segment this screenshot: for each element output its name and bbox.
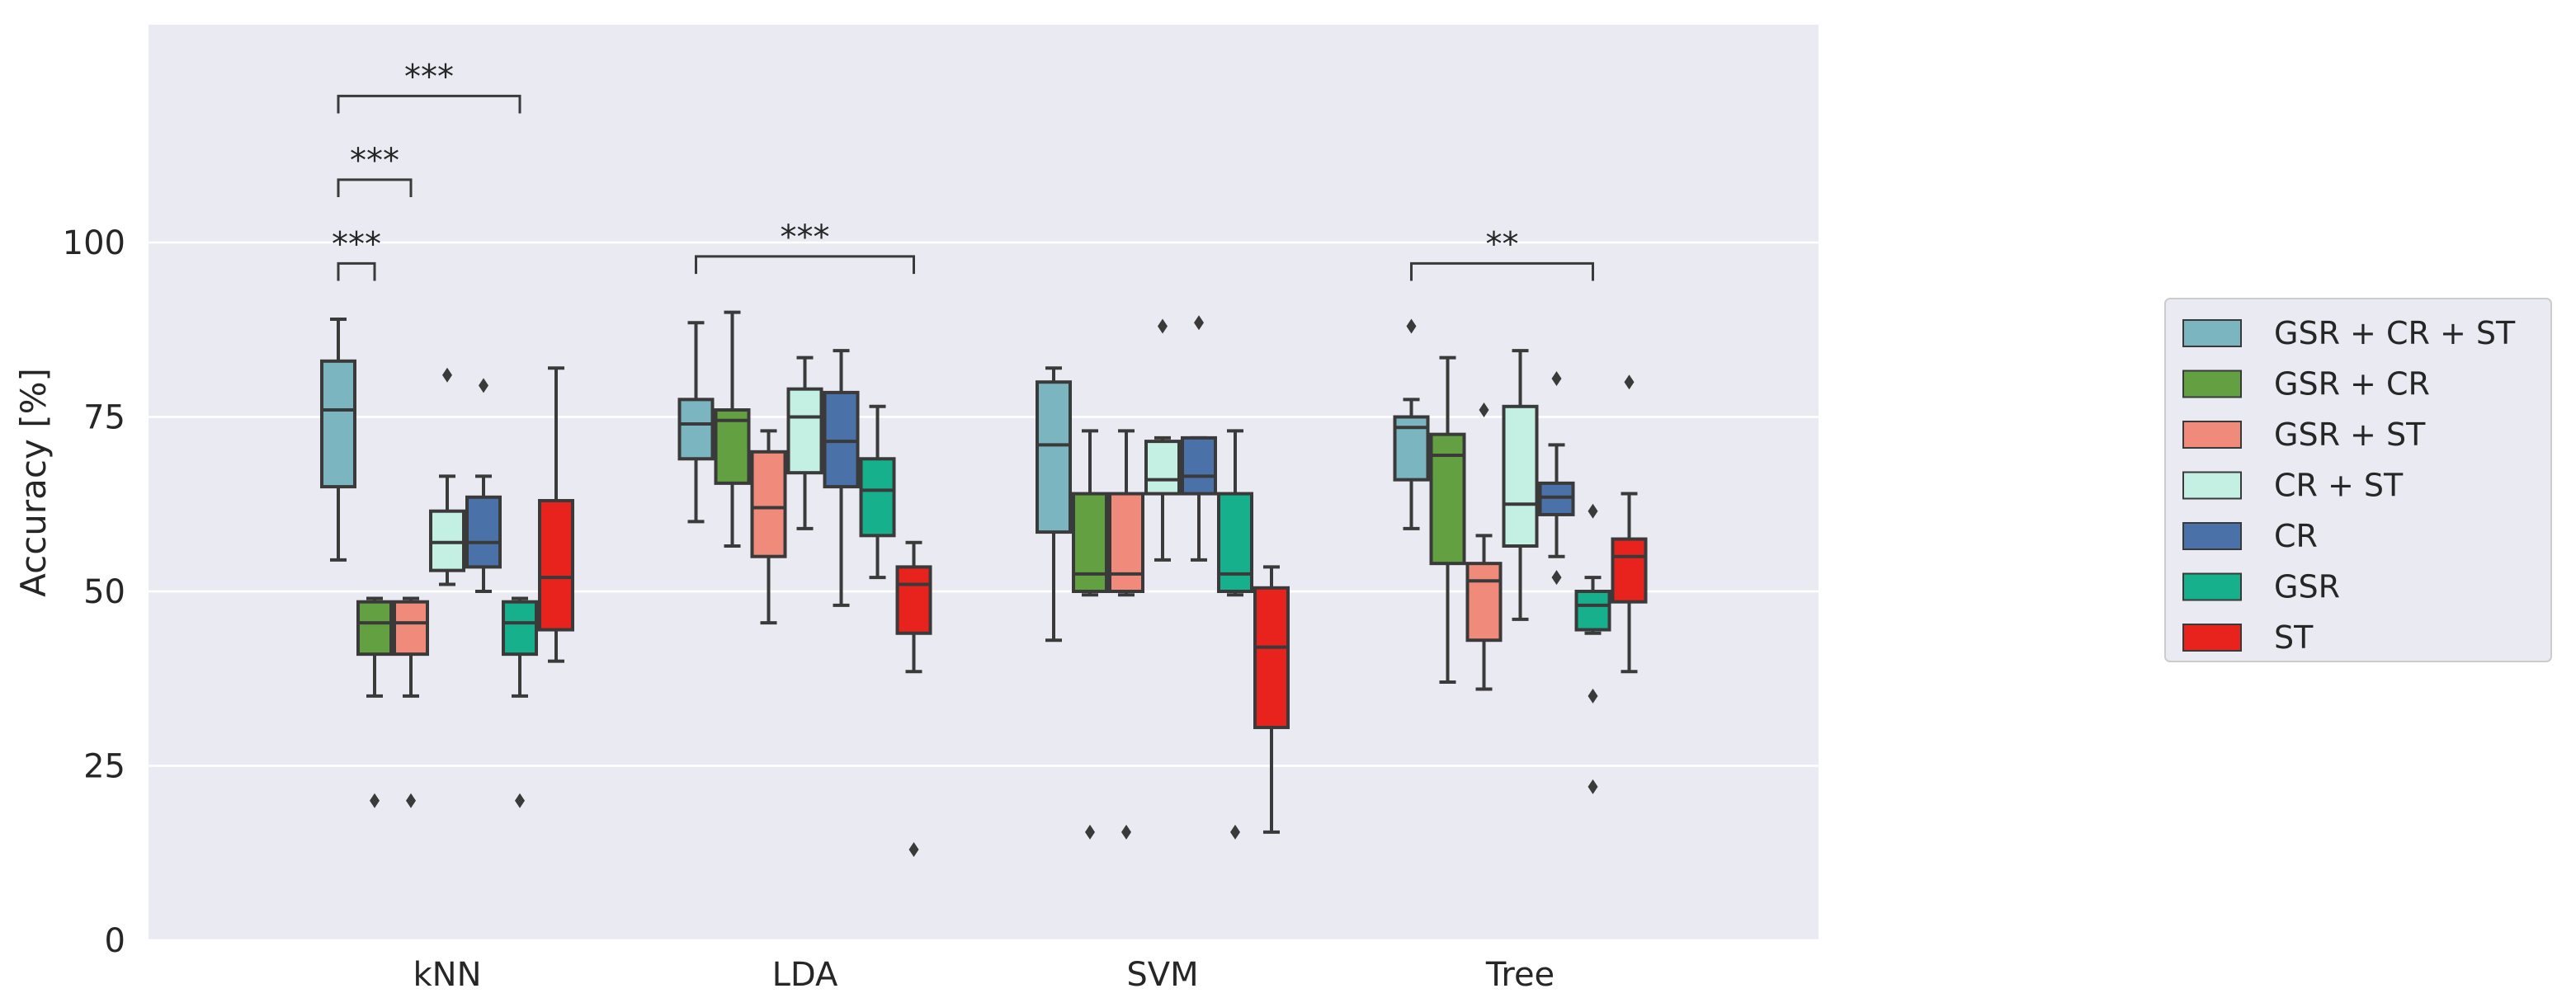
x-tick-label: LDA xyxy=(772,956,838,994)
box xyxy=(786,387,823,475)
box xyxy=(538,499,574,632)
grid-lines xyxy=(149,241,1819,942)
box xyxy=(677,398,715,461)
significance-label: *** xyxy=(781,219,830,257)
box xyxy=(859,457,896,538)
legend-entry-label: GSR + CR + ST xyxy=(2274,315,2516,351)
box xyxy=(356,600,393,657)
significance-bracket xyxy=(337,261,376,281)
outlier-point xyxy=(1230,824,1240,840)
outlier-point xyxy=(370,793,380,808)
box xyxy=(1538,481,1575,516)
y-axis-label: Accuracy [%] xyxy=(13,368,54,597)
y-tick-label: 75 xyxy=(83,399,125,437)
box xyxy=(1144,440,1181,496)
box xyxy=(320,359,356,489)
outlier-point xyxy=(908,842,919,858)
significance-label: *** xyxy=(350,142,399,180)
outlier-point xyxy=(406,793,416,808)
box xyxy=(393,600,429,657)
significance-bracket xyxy=(337,94,521,114)
legend-swatch xyxy=(2182,522,2242,550)
significance-label: *** xyxy=(404,58,454,96)
box xyxy=(1611,537,1648,604)
outlier-point xyxy=(442,367,452,383)
box xyxy=(1253,586,1290,729)
legend-swatch xyxy=(2182,624,2242,652)
outlier-point xyxy=(1085,824,1095,840)
outlier-point xyxy=(1624,374,1635,390)
box xyxy=(750,450,787,558)
y-tick-label: 50 xyxy=(83,573,125,611)
legend-entry-label: ST xyxy=(2274,619,2314,656)
x-tick-labels: kNN LDA SVM Tree xyxy=(413,956,1555,994)
outlier-point xyxy=(1194,315,1204,331)
box xyxy=(1181,435,1217,496)
outlier-point xyxy=(1551,370,1562,386)
box xyxy=(714,408,751,485)
legend-swatch xyxy=(2182,421,2242,449)
legend-frame xyxy=(2164,298,2552,662)
x-tick-label: SVM xyxy=(1126,956,1198,994)
box xyxy=(823,390,860,489)
outlier-point xyxy=(515,793,525,808)
significance-bracket xyxy=(337,178,413,198)
y-tick-labels: 0 25 50 75 100 xyxy=(63,224,125,960)
y-tick-label: 0 xyxy=(105,922,125,960)
outlier-point xyxy=(1406,318,1417,334)
outlier-point xyxy=(1551,570,1562,586)
legend-entry-label: CR xyxy=(2274,518,2318,554)
box xyxy=(502,600,538,657)
box xyxy=(1217,492,1253,593)
legend-swatch xyxy=(2182,370,2242,398)
outlier-point xyxy=(1479,402,1489,418)
significance-label: *** xyxy=(332,225,381,263)
legend-entry-label: GSR + ST xyxy=(2274,417,2426,453)
significance-annotations: ************ ** xyxy=(332,58,1594,281)
legend: GSR + CR + ST GSR + CR GSR + ST CR + ST CR GS… xyxy=(2164,298,2552,662)
legend-swatch xyxy=(2182,471,2242,500)
box xyxy=(465,495,502,569)
significance-bracket xyxy=(1410,261,1594,281)
box xyxy=(1036,380,1072,534)
y-tick-label: 100 xyxy=(63,224,125,262)
legend-entry-label: CR + ST xyxy=(2274,468,2404,504)
box xyxy=(1072,492,1108,593)
legend-swatch xyxy=(2182,319,2242,347)
box xyxy=(429,509,465,572)
box xyxy=(1108,492,1144,593)
outlier-point xyxy=(1588,688,1598,704)
box xyxy=(895,565,932,635)
x-tick-label: Tree xyxy=(1485,956,1555,994)
significance-bracket xyxy=(695,255,915,275)
legend-swatch xyxy=(2182,572,2242,601)
outlier-point xyxy=(1588,779,1598,794)
outlier-point xyxy=(1121,824,1131,840)
box-plots xyxy=(320,310,1648,858)
legend-entry-label: GSR + CR xyxy=(2274,366,2430,402)
box xyxy=(1502,404,1539,548)
significance-label: ** xyxy=(1486,225,1519,263)
outlier-point xyxy=(1158,318,1168,334)
y-tick-label: 25 xyxy=(83,748,125,786)
box xyxy=(1465,562,1503,643)
legend-entry-label: GSR xyxy=(2274,569,2340,605)
x-tick-label: kNN xyxy=(413,956,481,994)
outlier-point xyxy=(1588,503,1598,519)
outlier-point xyxy=(479,378,488,393)
box xyxy=(1574,590,1611,632)
